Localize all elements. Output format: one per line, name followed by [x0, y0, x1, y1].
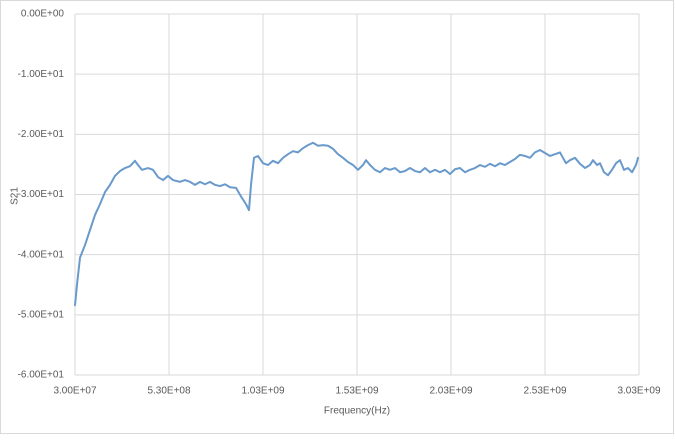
x-axis-title: Frequency(Hz) [324, 406, 390, 417]
x-tick-label: 2.53E+09 [523, 386, 567, 397]
data-line [74, 141, 639, 307]
x-tick-label: 3.03E+09 [617, 386, 661, 397]
y-axis-title: S21 [10, 187, 21, 205]
y-tick-label: -1.00E+01 [18, 69, 65, 80]
y-tick-label: -4.00E+01 [18, 249, 65, 260]
x-tick-label: 3.00E+07 [53, 386, 97, 397]
y-tick-label: -3.00E+01 [18, 189, 65, 200]
x-tick-label: 1.53E+09 [335, 386, 379, 397]
y-tick-label: 0.00E+00 [21, 9, 65, 20]
x-tick-label: 2.03E+09 [429, 386, 473, 397]
y-tick-label: -2.00E+01 [18, 129, 65, 140]
y-tick-label: -5.00E+01 [18, 309, 65, 320]
x-tick-label: 1.03E+09 [241, 386, 285, 397]
x-tick-label: 5.30E+08 [147, 386, 191, 397]
y-tick-label: -6.00E+01 [18, 370, 65, 381]
